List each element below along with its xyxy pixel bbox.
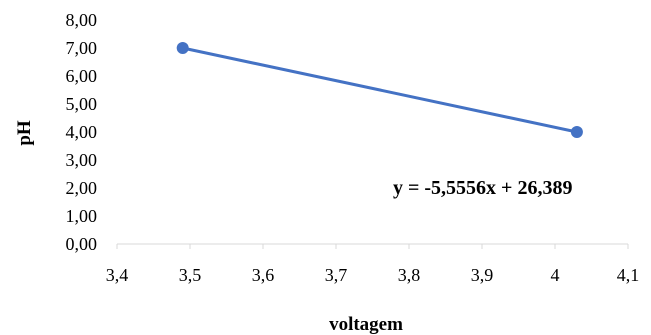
y-tick-labels: 0,00 1,00 2,00 3,00 4,00 5,00 6,00 7,00 8,00 [66, 10, 98, 254]
y-tick-label: 8,00 [66, 10, 98, 30]
y-tick-label: 6,00 [66, 66, 98, 86]
x-tick-label: 3,4 [106, 265, 129, 285]
x-tick-marks [116, 244, 629, 249]
y-axis-title: pH [14, 120, 35, 146]
y-tick-label: 7,00 [66, 38, 98, 58]
x-tick-label: 4 [551, 265, 560, 285]
data-point [570, 126, 583, 138]
y-tick-label: 3,00 [66, 150, 98, 170]
y-tick-label: 4,00 [66, 122, 98, 142]
y-tick-label: 2,00 [66, 178, 98, 198]
x-tick-label: 3,8 [398, 265, 421, 285]
y-tick-label: 5,00 [66, 94, 98, 114]
x-tick-label: 3,5 [179, 265, 202, 285]
x-tick-label: 3,6 [252, 265, 275, 285]
data-points [176, 42, 583, 138]
x-tick-label: 3,9 [471, 265, 494, 285]
x-tick-label: 4,1 [617, 265, 640, 285]
x-axis-title: voltagem [329, 314, 403, 335]
trendline-equation: y = -5,5556x + 26,389 [393, 177, 572, 199]
y-tick-label: 1,00 [66, 206, 98, 226]
y-tick-label: 0,00 [66, 234, 98, 254]
data-point [176, 42, 189, 54]
x-tick-label: 3,7 [325, 265, 348, 285]
trendline [181, 46, 579, 134]
x-tick-labels: 3,4 3,5 3,6 3,7 3,8 3,9 4 4,1 [106, 265, 640, 285]
